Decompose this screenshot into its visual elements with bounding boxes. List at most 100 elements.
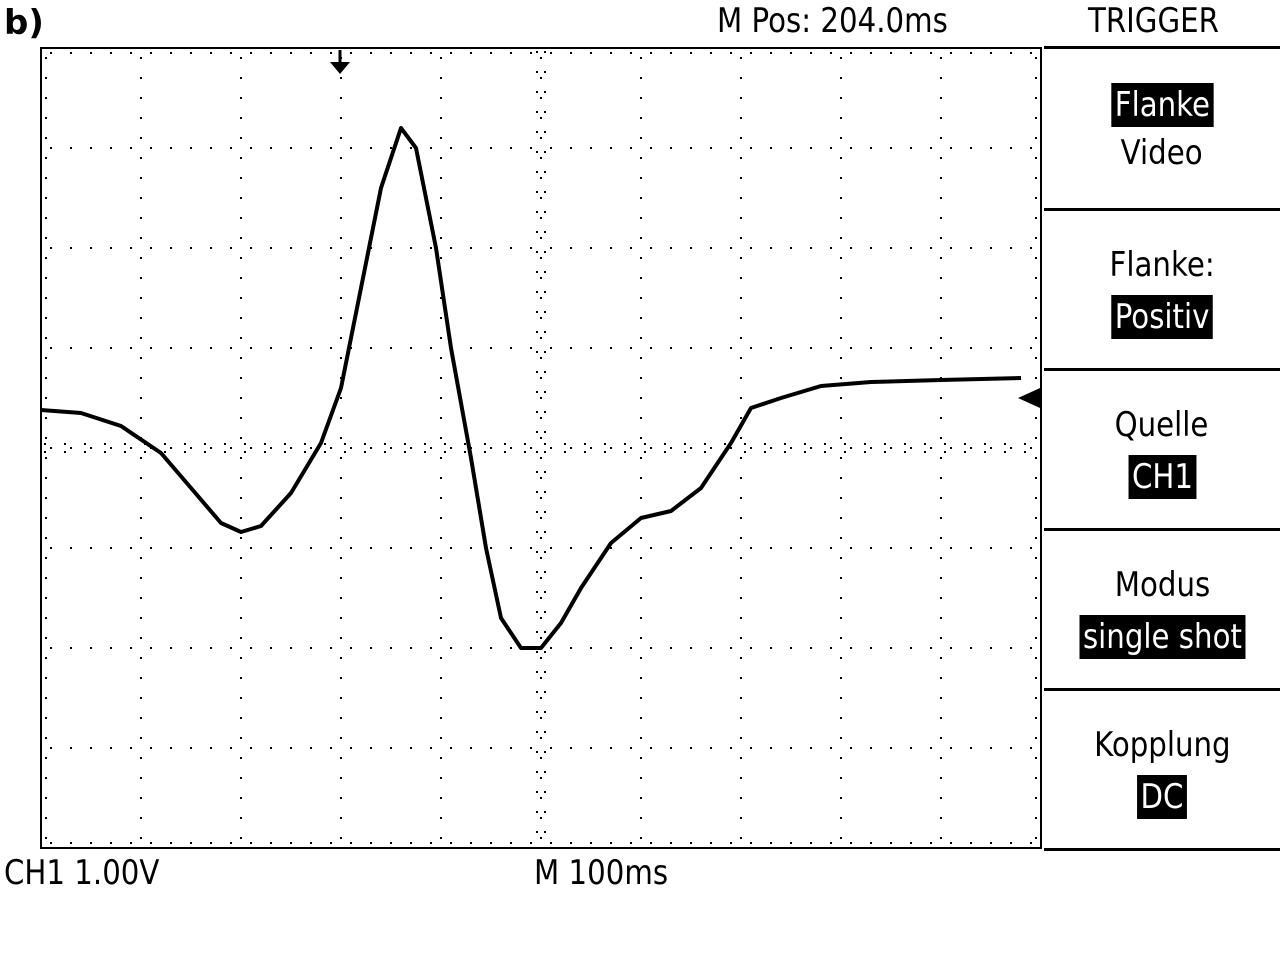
- graticule-dot: [140, 257, 142, 259]
- graticule-dot: [850, 647, 852, 649]
- graticule-dot: [690, 547, 692, 549]
- graticule-dot: [624, 443, 626, 445]
- graticule-dot: [410, 842, 412, 844]
- graticule-dot: [840, 497, 842, 499]
- graticule-dot: [330, 247, 332, 249]
- graticule-dot: [290, 147, 292, 149]
- graticule-dot: [440, 837, 442, 839]
- graticule-dot: [840, 537, 842, 539]
- graticule-dot: [530, 347, 532, 349]
- graticule-dot: [450, 747, 452, 749]
- graticule-dot: [650, 447, 652, 449]
- graticule-dot: [544, 231, 546, 233]
- graticule-dot: [544, 291, 546, 293]
- graticule-dot: [340, 837, 342, 839]
- graticule-dot: [564, 443, 566, 445]
- menu-separator: [1044, 368, 1280, 371]
- graticule-dot: [45, 337, 47, 339]
- graticule-dot: [540, 497, 542, 499]
- graticule-dot: [250, 247, 252, 249]
- graticule-dot: [140, 77, 142, 79]
- graticule-dot: [870, 347, 872, 349]
- graticule-dot: [544, 443, 546, 445]
- graticule-dot: [240, 237, 242, 239]
- menu-item-mode[interactable]: Modus single shot: [1044, 531, 1280, 689]
- graticule-dot: [540, 637, 542, 639]
- graticule-dot: [770, 647, 772, 649]
- graticule-dot: [1035, 537, 1037, 539]
- graticule-dot: [440, 717, 442, 719]
- graticule-dot: [50, 842, 52, 844]
- graticule-dot: [540, 57, 542, 59]
- graticule-dot: [140, 457, 142, 459]
- graticule-dot: [584, 443, 586, 445]
- graticule-dot: [330, 647, 332, 649]
- graticule-dot: [910, 52, 912, 54]
- graticule-dot: [640, 77, 642, 79]
- graticule-dot: [130, 52, 132, 54]
- menu-item-trigger-type[interactable]: Flanke Video: [1044, 49, 1280, 207]
- graticule-dot: [940, 757, 942, 759]
- graticule-dot: [45, 117, 47, 119]
- graticule-dot: [340, 617, 342, 619]
- graticule-dot: [410, 547, 412, 549]
- graticule-dot: [340, 257, 342, 259]
- graticule-dot: [45, 217, 47, 219]
- graticule-dot: [570, 447, 572, 449]
- graticule-dot: [540, 657, 542, 659]
- graticule-dot: [150, 842, 152, 844]
- graticule-dot: [170, 447, 172, 449]
- graticule-dot: [440, 817, 442, 819]
- graticule-dot: [240, 57, 242, 59]
- graticule-dot: [640, 797, 642, 799]
- graticule-dot: [970, 52, 972, 54]
- graticule-dot: [690, 52, 692, 54]
- graticule-dot: [440, 677, 442, 679]
- graticule-dot: [640, 357, 642, 359]
- graticule-dot: [544, 751, 546, 753]
- graticule-dot: [830, 547, 832, 549]
- graticule-dot: [90, 147, 92, 149]
- graticule-dot: [740, 617, 742, 619]
- graticule-dot: [540, 757, 542, 759]
- graticule-dot: [240, 477, 242, 479]
- graticule-dot: [270, 447, 272, 449]
- graticule-dot: [536, 751, 538, 753]
- graticule-dot: [240, 497, 242, 499]
- graticule-dot: [340, 217, 342, 219]
- graticule-dot: [70, 147, 72, 149]
- graticule-dot: [740, 257, 742, 259]
- menu-item-coupling[interactable]: Kopplung DC: [1044, 691, 1280, 849]
- graticule-dot: [610, 247, 612, 249]
- graticule-dot: [640, 477, 642, 479]
- graticule-dot: [884, 451, 886, 453]
- menu-item-slope[interactable]: Flanke: Positiv: [1044, 211, 1280, 369]
- graticule-dot: [440, 617, 442, 619]
- graticule-dot: [990, 247, 992, 249]
- graticule-dot: [710, 747, 712, 749]
- graticule-dot: [970, 747, 972, 749]
- menu-item-source[interactable]: Quelle CH1: [1044, 371, 1280, 529]
- graticule-dot: [1035, 297, 1037, 299]
- graticule-dot: [140, 477, 142, 479]
- graticule-dot: [940, 537, 942, 539]
- graticule-dot: [670, 842, 672, 844]
- graticule-dot: [890, 842, 892, 844]
- graticule-dot: [540, 237, 542, 239]
- graticule-dot: [830, 447, 832, 449]
- graticule-dot: [730, 147, 732, 149]
- graticule-dot: [45, 57, 47, 59]
- graticule-dot: [870, 747, 872, 749]
- graticule-dot: [890, 547, 892, 549]
- graticule-dot: [840, 337, 842, 339]
- graticule-dot: [470, 347, 472, 349]
- graticule-dot: [750, 52, 752, 54]
- graticule-dot: [740, 517, 742, 519]
- graticule-dot: [724, 443, 726, 445]
- graticule-dot: [170, 842, 172, 844]
- graticule-dot: [470, 842, 472, 844]
- graticule-dot: [536, 471, 538, 473]
- graticule-dot: [1035, 757, 1037, 759]
- graticule-dot: [330, 347, 332, 349]
- graticule-dot: [440, 297, 442, 299]
